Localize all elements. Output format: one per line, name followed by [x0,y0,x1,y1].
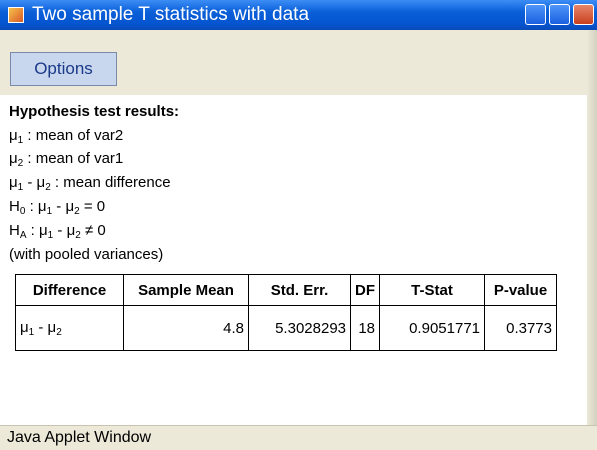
subscript: 2 [75,230,81,241]
text-segment: - μ [52,198,75,215]
options-button[interactable]: Options [10,52,117,86]
subscript: A [19,230,27,241]
text-segment: - μ [34,318,57,336]
results-panel: Hypothesis test results: μ1 : mean of va… [0,95,597,425]
column-header: Std. Err. [248,274,351,306]
toolbar: Options [0,30,597,95]
subscript: 2 [17,158,24,169]
column-header: DF [350,274,380,306]
text-segment: μ [9,174,18,191]
table-cell: 0.3773 [484,305,557,351]
text-segment: - μ [23,174,46,191]
subscript: 1 [17,182,24,193]
text-segment: μ [20,318,29,336]
result-line: H0 : μ1 - μ2 = 0 [9,198,105,217]
subscript: 0 [19,206,26,217]
subscript: 2 [74,206,80,217]
minimize-button[interactable] [525,4,546,25]
text-segment: H [9,198,20,215]
window-icon [8,7,24,23]
subscript: 1 [28,326,35,338]
column-header: Difference [15,274,124,306]
table-cell: 18 [350,305,380,351]
result-line: HA : μ1 - μ2 ≠ 0 [9,222,106,241]
text-segment: : mean of var2 [23,127,124,144]
column-header: P-value [484,274,557,306]
subscript: 1 [46,206,53,217]
title-bar: Two sample T statistics with data [0,0,597,30]
subscript: 1 [47,230,54,241]
text-segment: H [9,222,20,239]
text-segment: : μ [25,198,47,215]
text-segment: (with pooled variances) [9,246,164,263]
results-table: Difference Sample Mean Std. Err. DF T-Stat P-… [15,274,557,351]
result-line: μ1 - μ2 : mean difference [9,174,171,193]
window-edge [587,30,597,450]
text-segment: μ [9,150,18,167]
result-line: (with pooled variances) [9,246,163,263]
table-cell: 4.8 [123,305,249,351]
close-button[interactable] [573,4,594,25]
text-segment: μ [9,127,18,144]
column-header: Sample Mean [123,274,249,306]
table-cell: 5.3028293 [248,305,351,351]
column-header: T-Stat [379,274,485,306]
text-segment: : mean of var1 [23,150,124,167]
table-cell: 0.9051771 [379,305,485,351]
window-title: Two sample T statistics with data [32,4,310,25]
result-line: μ1 : mean of var2 [9,127,123,146]
text-segment: : mean difference [50,174,171,191]
text-segment: : μ [26,222,48,239]
subscript: 2 [45,182,51,193]
header-row: Difference Sample Mean Std. Err. DF T-Stat P-… [15,274,557,306]
data-row: μ1 - μ2 4.8 5.3028293 18 0.9051771 0.3773 [15,305,557,351]
results-heading: Hypothesis test results: [9,103,180,120]
text-segment: ≠ 0 [80,222,106,239]
subscript: 2 [56,326,62,338]
status-bar: Java Applet Window [0,425,597,450]
result-line: μ2 : mean of var1 [9,150,123,169]
subscript: 1 [17,135,24,146]
text-segment: - μ [53,222,76,239]
text-segment: = 0 [79,198,106,215]
table-cell: μ1 - μ2 [15,305,124,351]
maximize-button[interactable] [549,4,570,25]
